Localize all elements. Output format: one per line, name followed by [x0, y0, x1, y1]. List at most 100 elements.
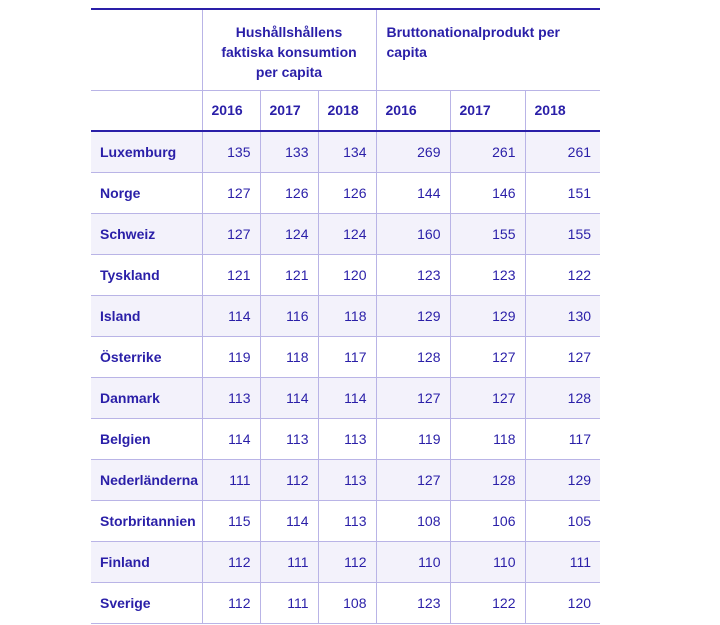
year-header: 2017 [449, 89, 525, 132]
country-cell: Schweiz [91, 212, 202, 254]
value-cell: 114 [201, 294, 260, 336]
value-cell: 128 [449, 458, 525, 500]
country-cell: Finland [91, 540, 202, 582]
table-row: Danmark 113 114 114 127 127 128 [91, 376, 601, 418]
value-cell: 119 [375, 417, 450, 459]
value-cell: 127 [449, 376, 525, 418]
value-cell: 111 [259, 581, 318, 624]
group-header-gdp: Bruttonationalprodukt per capita [375, 8, 601, 90]
year-header: 2016 [201, 89, 260, 132]
value-cell: 122 [449, 581, 525, 624]
value-cell: 114 [317, 376, 376, 418]
value-cell: 113 [201, 376, 260, 418]
value-cell: 124 [259, 212, 318, 254]
value-cell: 110 [449, 540, 525, 582]
group-header-consumption: Hushållshållens faktiska konsumtion per … [201, 8, 376, 90]
country-cell: Storbritannien [91, 499, 202, 541]
value-cell: 112 [259, 458, 318, 500]
corner-cell [91, 8, 202, 90]
table-row: Sverige 112 111 108 123 122 120 [91, 581, 601, 624]
value-cell: 127 [524, 335, 601, 377]
value-cell: 119 [201, 335, 260, 377]
value-cell: 112 [317, 540, 376, 582]
value-cell: 127 [201, 171, 260, 213]
group-header-row: Hushållshållens faktiska konsumtion per … [91, 8, 601, 90]
value-cell: 128 [375, 335, 450, 377]
value-cell: 126 [317, 171, 376, 213]
value-cell: 114 [259, 499, 318, 541]
value-cell: 108 [317, 581, 376, 624]
value-cell: 134 [317, 131, 376, 172]
table-row: Österrike 119 118 117 128 127 127 [91, 335, 601, 377]
value-cell: 130 [524, 294, 601, 336]
country-cell: Sverige [91, 581, 202, 624]
value-cell: 122 [524, 253, 601, 295]
year-header-row: 2016 2017 2018 2016 2017 2018 [91, 89, 601, 132]
value-cell: 151 [524, 171, 601, 213]
value-cell: 111 [259, 540, 318, 582]
table-row: Island 114 116 118 129 129 130 [91, 294, 601, 336]
value-cell: 123 [375, 253, 450, 295]
value-cell: 124 [317, 212, 376, 254]
value-cell: 117 [524, 417, 601, 459]
value-cell: 118 [449, 417, 525, 459]
year-header: 2016 [375, 89, 450, 132]
value-cell: 127 [449, 335, 525, 377]
value-cell: 127 [201, 212, 260, 254]
value-cell: 114 [259, 376, 318, 418]
country-cell: Luxemburg [91, 131, 202, 172]
value-cell: 105 [524, 499, 601, 541]
value-cell: 126 [259, 171, 318, 213]
value-cell: 118 [317, 294, 376, 336]
value-cell: 127 [375, 376, 450, 418]
value-cell: 114 [201, 417, 260, 459]
value-cell: 135 [201, 131, 260, 172]
value-cell: 261 [524, 131, 601, 172]
value-cell: 113 [317, 458, 376, 500]
value-cell: 106 [449, 499, 525, 541]
value-cell: 120 [524, 581, 601, 624]
value-cell: 112 [201, 540, 260, 582]
country-cell: Belgien [91, 417, 202, 459]
country-cell: Island [91, 294, 202, 336]
value-cell: 123 [375, 581, 450, 624]
country-cell: Tyskland [91, 253, 202, 295]
table-row: Schweiz 127 124 124 160 155 155 [91, 212, 601, 254]
value-cell: 117 [317, 335, 376, 377]
value-cell: 146 [449, 171, 525, 213]
value-cell: 133 [259, 131, 318, 172]
value-cell: 129 [524, 458, 601, 500]
data-table: Hushållshållens faktiska konsumtion per … [91, 8, 601, 624]
table-body: Luxemburg 135 133 134 269 261 261 Norge 127 126 12… [91, 131, 601, 624]
value-cell: 123 [449, 253, 525, 295]
value-cell: 108 [375, 499, 450, 541]
value-cell: 111 [201, 458, 260, 500]
value-cell: 127 [375, 458, 450, 500]
year-header: 2018 [317, 89, 376, 132]
value-cell: 113 [317, 417, 376, 459]
value-cell: 116 [259, 294, 318, 336]
table-row: Nederländerna 111 112 113 127 128 129 [91, 458, 601, 500]
country-cell: Nederländerna [91, 458, 202, 500]
year-header: 2018 [524, 89, 601, 132]
value-cell: 118 [259, 335, 318, 377]
value-cell: 155 [524, 212, 601, 254]
value-cell: 110 [375, 540, 450, 582]
year-header: 2017 [259, 89, 318, 132]
value-cell: 112 [201, 581, 260, 624]
value-cell: 111 [524, 540, 601, 582]
value-cell: 160 [375, 212, 450, 254]
year-corner-cell [91, 89, 202, 132]
value-cell: 115 [201, 499, 260, 541]
value-cell: 155 [449, 212, 525, 254]
value-cell: 121 [259, 253, 318, 295]
value-cell: 269 [375, 131, 450, 172]
value-cell: 113 [259, 417, 318, 459]
value-cell: 128 [524, 376, 601, 418]
value-cell: 129 [449, 294, 525, 336]
country-cell: Österrike [91, 335, 202, 377]
country-cell: Norge [91, 171, 202, 213]
value-cell: 120 [317, 253, 376, 295]
value-cell: 113 [317, 499, 376, 541]
table-row: Storbritannien 115 114 113 108 106 105 [91, 499, 601, 541]
